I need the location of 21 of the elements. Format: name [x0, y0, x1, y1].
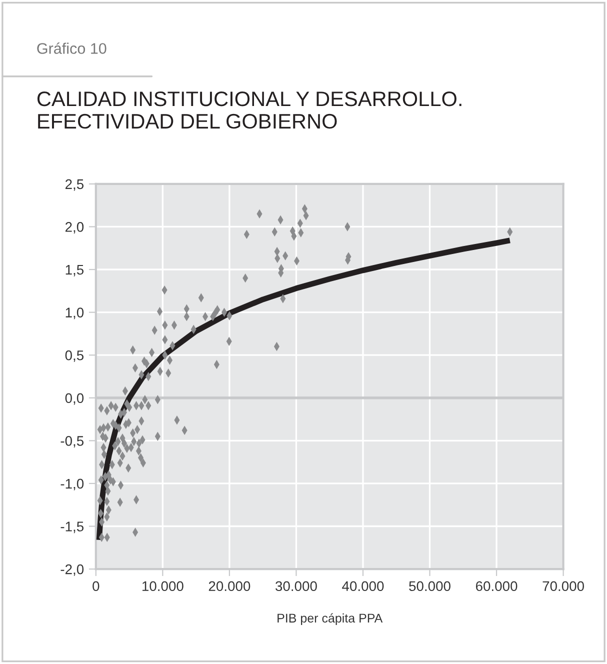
x-tick-label: 70.000 [542, 581, 584, 592]
y-tick-label: 2,5 [65, 179, 84, 191]
y-tick-label: 1,0 [66, 308, 84, 320]
text: Gráfico 10 [37, 42, 106, 54]
x-tick-label: 10.000 [142, 581, 184, 592]
y-tick-label: 0,0 [65, 393, 84, 405]
y-tick-label: 2,0 [65, 222, 84, 234]
x-tick-label: 60.000 [476, 581, 518, 592]
y-tick-label: -1,5 [60, 522, 84, 534]
x-tick-label: 0 [92, 581, 100, 592]
x-tick-label: 20.000 [208, 581, 250, 592]
y-tick-label: -2,0 [60, 564, 84, 576]
y-tick-label: -1,0 [60, 478, 84, 490]
x-tick-label: 40.000 [342, 581, 384, 592]
y-tick-label: 0,5 [65, 350, 84, 362]
x-tick-label: 30.000 [276, 581, 317, 592]
chart-title: CALIDAD INSTITUCIONAL Y DESARROLLO. EFECTIVIDAD DEL GOBIERNO [37, 91, 462, 129]
x-tick-label: 50.000 [409, 581, 450, 592]
x-axis-title: PIB per cápita PPA [278, 613, 383, 626]
y-tick-label: 1,5 [66, 264, 84, 276]
y-tick-label: -0,5 [60, 436, 84, 448]
